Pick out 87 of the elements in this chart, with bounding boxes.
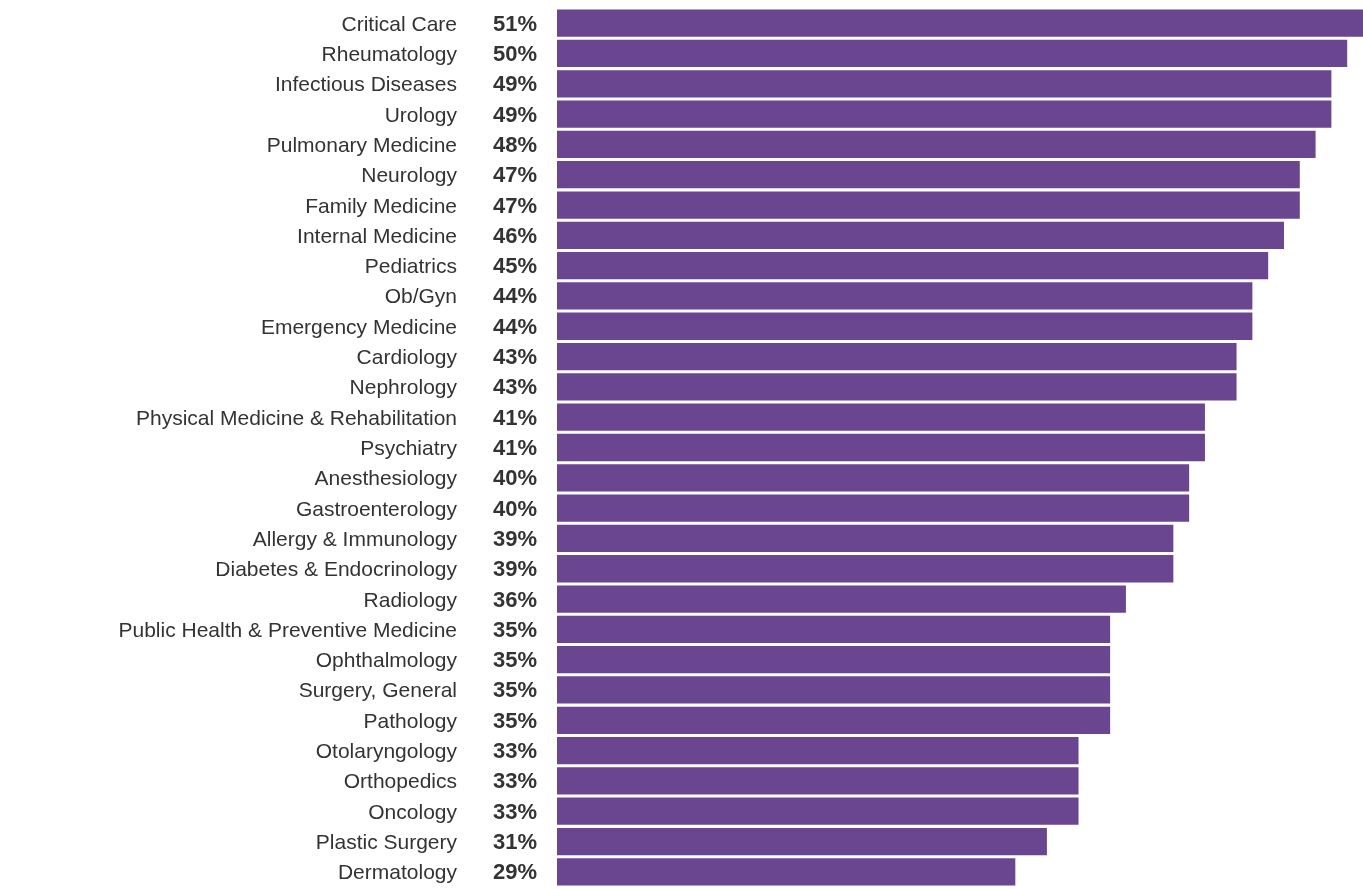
data-label: 41% <box>492 435 537 460</box>
y-tick-label: Diabetes & Endocrinology <box>215 557 458 581</box>
y-tick-label: Infectious Diseases <box>274 72 457 96</box>
data-label: 45% <box>492 253 537 279</box>
data-label: 33% <box>492 798 537 824</box>
y-tick-label: Neurology <box>361 163 458 187</box>
bar <box>557 161 1300 189</box>
y-tick-label: Critical Care <box>341 11 457 35</box>
data-label: 44% <box>492 313 537 339</box>
bar <box>557 827 1047 856</box>
bar <box>557 191 1300 219</box>
data-label: 48% <box>492 131 537 157</box>
bar <box>557 736 1079 765</box>
data-label: 29% <box>492 859 537 885</box>
bar <box>557 403 1205 431</box>
bar <box>557 555 1174 583</box>
bar <box>557 312 1253 340</box>
bar <box>557 373 1237 401</box>
y-tick-label: Family Medicine <box>305 193 457 217</box>
y-tick-label: Emergency Medicine <box>260 314 457 338</box>
bar <box>557 706 1111 734</box>
data-label: 41% <box>492 404 537 430</box>
bar <box>557 282 1253 310</box>
data-label: 35% <box>492 707 537 733</box>
y-tick-label: Rheumatology <box>321 41 458 65</box>
bar <box>557 464 1190 492</box>
y-tick-label: Psychiatry <box>360 436 458 459</box>
data-label: 47% <box>492 192 537 218</box>
bar <box>557 676 1111 704</box>
y-tick-label: Orthopedics <box>343 769 457 793</box>
data-label: 49% <box>492 71 537 97</box>
data-label: 36% <box>492 586 537 612</box>
y-tick-label: Ob/Gyn <box>384 284 457 308</box>
bar <box>557 70 1332 98</box>
data-label: 35% <box>492 677 537 703</box>
bar <box>557 39 1348 68</box>
bar <box>557 767 1079 795</box>
bar <box>557 252 1269 280</box>
y-tick-label: Plastic Surgery <box>315 830 458 854</box>
bar <box>557 646 1111 674</box>
data-label: 44% <box>492 283 537 309</box>
y-tick-label: Urology <box>384 102 458 126</box>
data-label: 39% <box>492 525 537 551</box>
data-label: 33% <box>492 738 537 764</box>
data-label: 39% <box>492 556 537 582</box>
bar <box>557 524 1174 553</box>
data-label: 51% <box>492 10 537 36</box>
data-label: 47% <box>492 162 537 188</box>
y-tick-label: Pediatrics <box>364 254 457 278</box>
y-tick-label: Anesthesiology <box>314 466 458 490</box>
bar <box>557 9 1363 37</box>
bar <box>557 858 1016 886</box>
data-label: 40% <box>492 495 537 521</box>
data-label: 43% <box>492 344 537 370</box>
bar <box>557 797 1079 825</box>
y-tick-label: Allergy & Immunology <box>252 526 458 550</box>
data-label: 43% <box>492 374 537 400</box>
bar <box>557 100 1332 128</box>
bar <box>557 585 1126 613</box>
y-tick-label: Dermatology <box>337 860 458 884</box>
data-label: 49% <box>492 101 537 127</box>
data-label: 40% <box>492 465 537 491</box>
bar <box>557 433 1205 462</box>
data-label: 46% <box>492 222 537 248</box>
data-label: 31% <box>492 829 537 855</box>
data-label: 35% <box>492 647 537 673</box>
data-label: 50% <box>492 40 537 66</box>
y-tick-label: Gastroenterology <box>295 496 458 520</box>
y-tick-label: Ophthalmology <box>315 648 458 672</box>
bar <box>557 130 1316 159</box>
data-label: 33% <box>492 768 537 794</box>
y-tick-label: Physical Medicine & Rehabilitation <box>136 405 457 429</box>
y-tick-label: Pulmonary Medicine <box>266 132 457 156</box>
data-label: 35% <box>492 616 537 642</box>
y-tick-label: Otolaryngology <box>315 739 458 763</box>
y-tick-label: Cardiology <box>356 345 458 369</box>
y-tick-label: Nephrology <box>349 375 458 399</box>
y-tick-label: Internal Medicine <box>297 223 457 247</box>
y-tick-label: Surgery, General <box>298 678 457 702</box>
y-tick-label: Radiology <box>363 587 458 611</box>
y-tick-label: Oncology <box>368 799 458 823</box>
y-tick-label: Public Health & Preventive Medicine <box>118 617 457 641</box>
bar <box>557 221 1284 249</box>
y-tick-label: Pathology <box>363 708 458 732</box>
bar <box>557 494 1190 522</box>
bar <box>557 615 1111 643</box>
bar <box>557 342 1237 371</box>
